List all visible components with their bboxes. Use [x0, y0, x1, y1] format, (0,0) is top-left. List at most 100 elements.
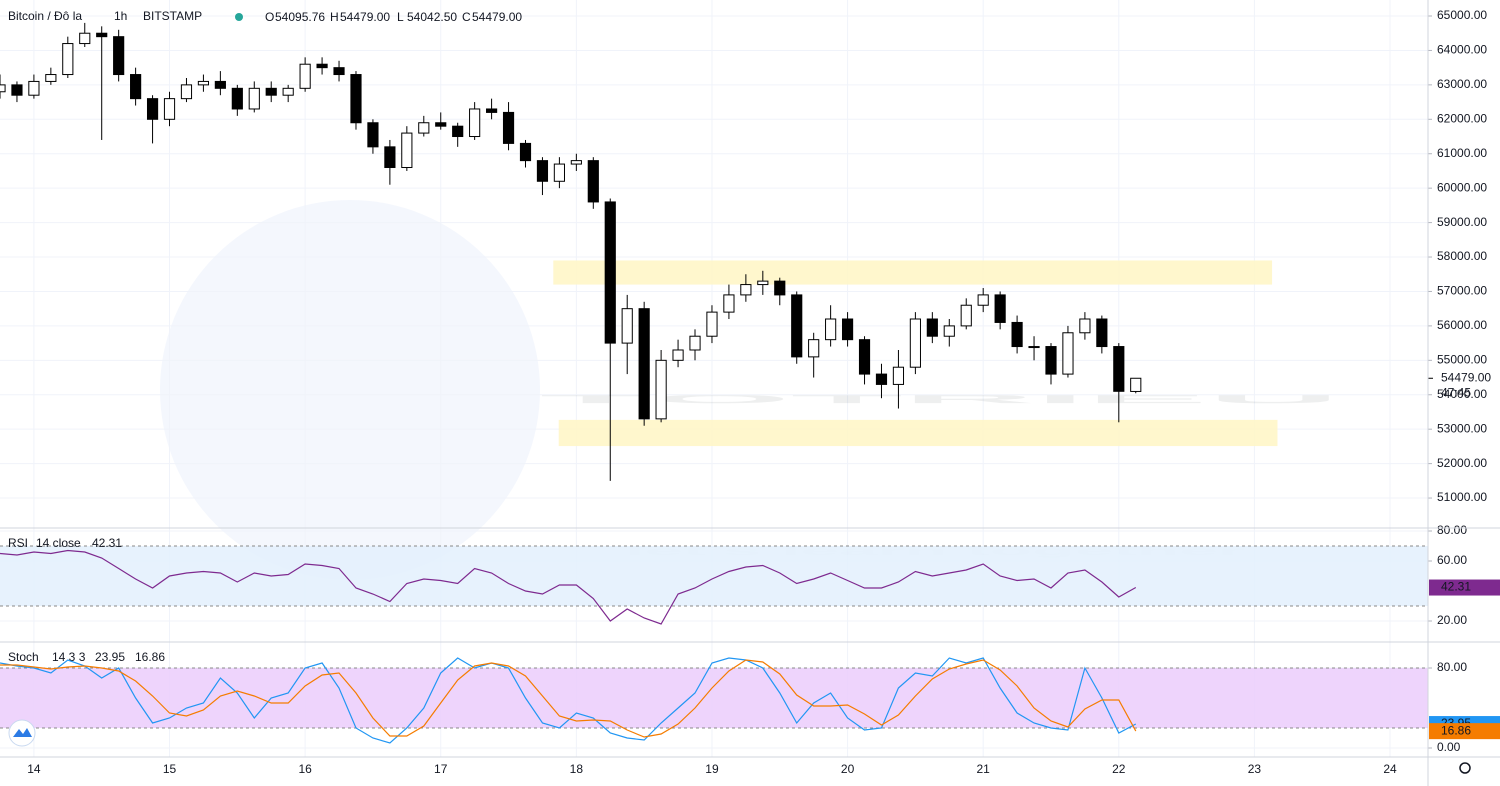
candle-body [333, 67, 345, 76]
candle-body [96, 32, 108, 38]
indicator-params: 14 close [36, 536, 81, 550]
x-tick-label: 16 [298, 762, 312, 776]
indicator-line [0, 549, 1137, 625]
logo-mark [13, 728, 32, 737]
candle-body [553, 163, 565, 182]
candle-body [486, 108, 498, 113]
candle-body [367, 122, 379, 148]
last-price-label: 54479.00 [1441, 370, 1491, 384]
candle-body [1079, 318, 1091, 334]
indicator-title: RSI [8, 536, 28, 550]
status-dot [235, 13, 243, 21]
ohlc-value: 54095.76 [275, 10, 325, 24]
candle-body [130, 74, 142, 100]
candle-body [214, 80, 226, 89]
candle-body [79, 32, 91, 45]
candle-body [1062, 332, 1074, 375]
watermark-logo [160, 200, 540, 580]
candle-body [384, 146, 396, 169]
indicator-line [0, 659, 1137, 738]
candle-body [875, 373, 888, 385]
candle-body [672, 349, 684, 361]
legend-value: 42.31 [92, 536, 122, 550]
y-tick-label: 65000.00 [1437, 8, 1487, 22]
candle-body [994, 294, 1006, 323]
last-value-marker [1429, 579, 1500, 596]
candle-body [926, 318, 938, 337]
indicator-params: 14 3 3 [52, 650, 86, 664]
x-tick-label: 23 [1248, 762, 1262, 776]
last-value-label: 42.31 [1441, 580, 1471, 594]
candle-body [45, 74, 57, 82]
candle-body [62, 43, 74, 76]
candle-body [452, 125, 464, 138]
last-value-marker [1429, 723, 1500, 740]
y-tick-label: 60.00 [1437, 553, 1467, 567]
candle-body [197, 80, 210, 86]
y-tick-label: 60000.00 [1437, 180, 1487, 194]
x-tick-label: 24 [1383, 762, 1397, 776]
candle-body [757, 280, 769, 286]
y-tick-label: 0.00 [1437, 740, 1461, 754]
candle-body [706, 311, 718, 337]
candle-body [469, 108, 481, 138]
candle-body [519, 142, 532, 162]
watermark-brand: TOTRIEU [540, 392, 1340, 406]
band [0, 546, 1428, 606]
candle-body [892, 366, 905, 385]
y-tick-label: 56000.00 [1437, 318, 1487, 332]
indicator-line [0, 657, 1137, 744]
candle-body [248, 87, 260, 110]
candle-body [825, 318, 837, 341]
candle-body [858, 339, 871, 375]
candle-body [502, 111, 515, 144]
y-tick-label: 64000.00 [1437, 43, 1487, 57]
ohlc-value: 54479.00 [340, 10, 390, 24]
x-tick-label: 21 [977, 762, 991, 776]
y-tick-label: 62000.00 [1437, 111, 1487, 125]
candle-body [655, 359, 667, 420]
candle-body [282, 87, 294, 96]
chart-title: Bitcoin / Đô la [8, 9, 82, 23]
settings-icon[interactable] [1459, 762, 1471, 774]
candle-body [689, 335, 701, 351]
ohlc-value: 54479.00 [472, 10, 522, 24]
legend-value: 16.86 [135, 650, 165, 664]
band [0, 668, 1428, 728]
interval: 1h [114, 9, 127, 23]
candle-body [570, 160, 582, 165]
candle-body [740, 284, 752, 296]
ohlc-key: C [462, 10, 471, 24]
y-tick-label: 55000.00 [1437, 352, 1487, 366]
candle-body [418, 122, 430, 134]
x-tick-label: 22 [1112, 762, 1126, 776]
candle-body [604, 201, 616, 344]
candle-body [180, 84, 193, 100]
candle-body [299, 63, 311, 89]
exchange: BITSTAMP [143, 9, 202, 23]
candle-body [0, 84, 6, 93]
y-tick-label: 53000.00 [1437, 421, 1487, 435]
y-tick-label: 63000.00 [1437, 77, 1487, 91]
candle-body [1011, 321, 1023, 348]
countdown: 47:45 [1441, 385, 1471, 399]
candle-body [808, 339, 820, 358]
candle-body [774, 280, 786, 296]
y-tick-label: 80.00 [1437, 660, 1467, 674]
last-value-label: 16.86 [1441, 723, 1471, 737]
candle-body [11, 84, 23, 96]
candle-body [723, 294, 735, 313]
candle-body [909, 318, 921, 368]
candle-body [638, 308, 650, 420]
candle-body [350, 74, 362, 124]
ohlc-key: L [397, 10, 404, 24]
zone [553, 260, 1273, 285]
y-tick-label: 59000.00 [1437, 215, 1487, 229]
ohlc-key: H [330, 10, 339, 24]
y-tick-label: 57000.00 [1437, 284, 1487, 298]
y-tick-label: 58000.00 [1437, 249, 1487, 263]
candle-body [401, 132, 413, 169]
candle-body [265, 87, 277, 96]
candle-body [977, 294, 989, 306]
